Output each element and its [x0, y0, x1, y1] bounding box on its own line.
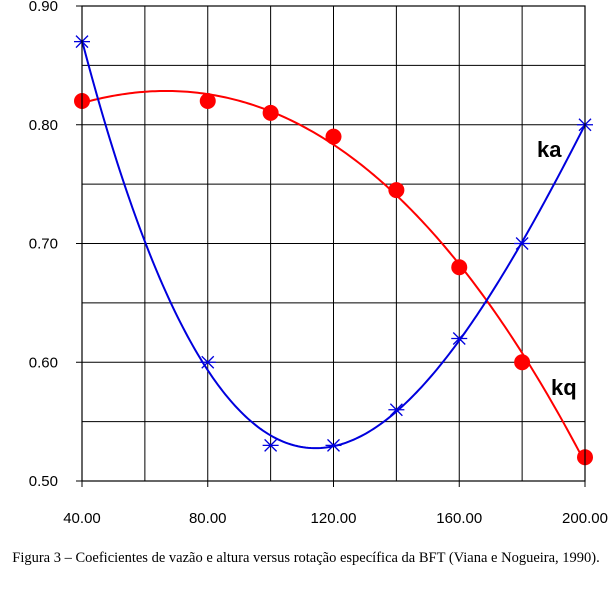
data-point-ka — [388, 182, 405, 199]
x-tick-label: 200.00 — [562, 510, 608, 527]
axis-ticks: 40.00 80.00 120.00 160.00 200.00 0.50 0.60 0.70… — [29, 0, 608, 527]
data-point-kq — [514, 237, 531, 250]
y-tick-label: 0.60 — [29, 354, 58, 371]
data-point-kq — [388, 403, 405, 417]
chart: 40.00 80.00 120.00 160.00 200.00 0.50 0.60 0.70… — [29, 0, 608, 527]
series-line-ka — [81, 89, 586, 464]
series-label-ka: ka — [537, 137, 562, 162]
y-tick-label: 0.80 — [29, 117, 58, 134]
x-tick-label: 80.00 — [189, 510, 227, 527]
data-point-ka — [514, 354, 531, 371]
data-point-ka — [451, 259, 468, 276]
x-tick-label: 120.00 — [311, 510, 357, 527]
data-point-kq — [325, 438, 342, 452]
data-point-ka — [262, 104, 279, 121]
data-point-ka — [325, 128, 342, 145]
data-point-ka — [199, 93, 216, 109]
series-kq — [74, 35, 593, 452]
x-tick-label: 160.00 — [436, 510, 482, 527]
data-point-kq — [262, 438, 279, 452]
grid — [82, 6, 585, 481]
y-tick-label: 0.90 — [29, 0, 58, 15]
x-tick-label: 40.00 — [63, 510, 101, 527]
figure-caption: Figura 3 – Coeficientes de vazão e altur… — [12, 550, 600, 566]
y-tick-label: 0.70 — [29, 236, 58, 253]
data-point-kq — [451, 332, 468, 345]
plot-frame — [81, 5, 586, 482]
series-label-kq: kq — [551, 375, 577, 400]
y-tick-label: 0.50 — [29, 473, 58, 490]
data-point-kq — [199, 355, 216, 369]
